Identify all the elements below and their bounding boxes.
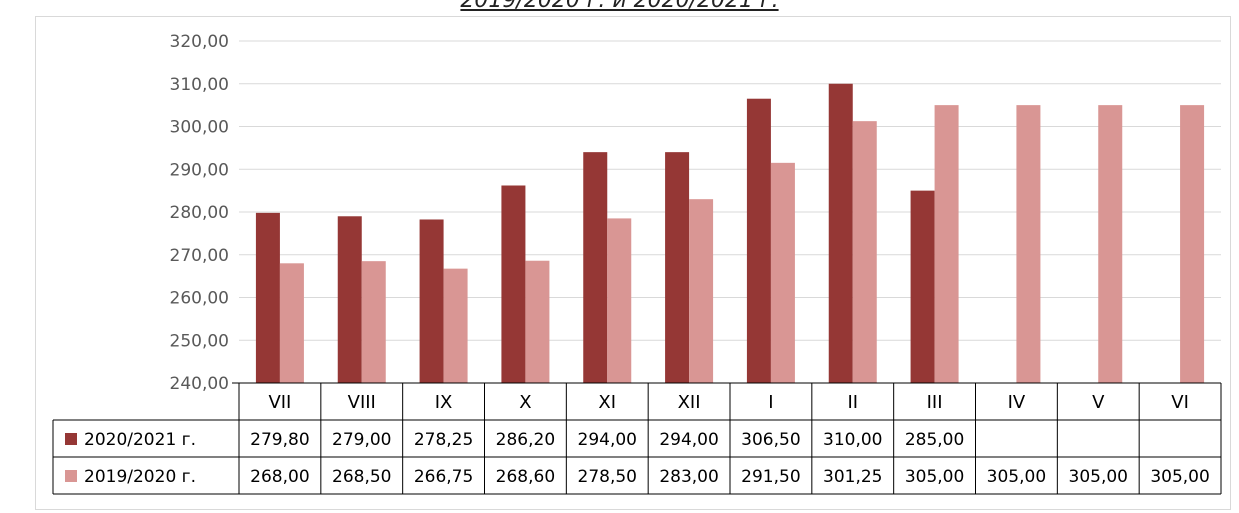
y-tick-label: 300,00 bbox=[170, 118, 229, 138]
x-category-label: IX bbox=[435, 392, 453, 413]
y-tick-label: 280,00 bbox=[170, 203, 229, 223]
data-table-value: 305,00 bbox=[1069, 467, 1128, 487]
data-table-value: 294,00 bbox=[659, 430, 718, 450]
bar-series-2020-2021 bbox=[337, 216, 362, 383]
data-table-value: 268,00 bbox=[250, 467, 309, 487]
bar-series-2020-2021 bbox=[255, 212, 280, 383]
bar-series-2019-2020 bbox=[443, 268, 468, 383]
y-tick-label: 260,00 bbox=[170, 289, 229, 309]
data-table-value: 306,50 bbox=[741, 430, 800, 450]
x-category-label: IV bbox=[1008, 392, 1026, 413]
data-table-value: 268,50 bbox=[332, 467, 391, 487]
bar-series-2019-2020 bbox=[279, 263, 304, 383]
data-table-value: 279,80 bbox=[250, 430, 309, 450]
bar-series-2020-2021 bbox=[665, 152, 690, 383]
bar-series-2019-2020 bbox=[852, 121, 877, 383]
data-table-value: 279,00 bbox=[332, 430, 391, 450]
bar-series-2019-2020 bbox=[1180, 105, 1205, 383]
data-table-value: 301,25 bbox=[823, 467, 882, 487]
x-category-label: I bbox=[768, 392, 773, 413]
x-category-label: VI bbox=[1171, 392, 1189, 413]
bar-series-2019-2020 bbox=[525, 260, 550, 383]
data-table-value: 286,20 bbox=[496, 430, 555, 450]
data-table-value: 278,50 bbox=[578, 467, 637, 487]
bar-series-2019-2020 bbox=[689, 199, 714, 383]
data-table-value: 294,00 bbox=[578, 430, 637, 450]
y-tick-label: 290,00 bbox=[170, 160, 229, 180]
legend-series-label: 2020/2021 г. bbox=[84, 430, 196, 450]
y-tick-label: 240,00 bbox=[170, 374, 229, 394]
data-table-value: 278,25 bbox=[414, 430, 473, 450]
data-table-value: 305,00 bbox=[1150, 467, 1209, 487]
legend-swatch bbox=[65, 433, 77, 445]
x-category-label: VII bbox=[268, 392, 291, 413]
bar-series-2019-2020 bbox=[770, 162, 795, 383]
bar-series-2019-2020 bbox=[1016, 105, 1041, 383]
legend-series-label: 2019/2020 г. bbox=[84, 467, 196, 487]
data-table-value: 305,00 bbox=[987, 467, 1046, 487]
x-category-label: VIII bbox=[348, 392, 376, 413]
y-tick-label: 250,00 bbox=[170, 331, 229, 351]
data-table-value: 266,75 bbox=[414, 467, 473, 487]
bar-series-2019-2020 bbox=[361, 261, 386, 383]
data-table-value: 283,00 bbox=[659, 467, 718, 487]
bar-series-2020-2021 bbox=[419, 219, 444, 383]
y-tick-label: 270,00 bbox=[170, 246, 229, 266]
x-category-label: XI bbox=[598, 392, 616, 413]
data-table-value: 285,00 bbox=[905, 430, 964, 450]
x-category-label: II bbox=[847, 392, 858, 413]
data-table-value: 310,00 bbox=[823, 430, 882, 450]
bar-series-2019-2020 bbox=[934, 105, 959, 383]
data-table-value: 268,60 bbox=[496, 467, 555, 487]
legend-swatch bbox=[65, 470, 77, 482]
bar-series-2020-2021 bbox=[501, 185, 526, 383]
chart-frame bbox=[35, 16, 1231, 510]
data-table-value: 305,00 bbox=[905, 467, 964, 487]
bar-series-2019-2020 bbox=[607, 218, 632, 383]
x-category-label: III bbox=[927, 392, 943, 413]
bar-series-2020-2021 bbox=[910, 190, 935, 383]
x-category-label: XII bbox=[678, 392, 701, 413]
data-table-value: 291,50 bbox=[741, 467, 800, 487]
chart-title: 2019/2020 г. и 2020/2021 г. bbox=[460, 0, 779, 13]
bar-series-2020-2021 bbox=[828, 83, 853, 383]
bar-series-2020-2021 bbox=[583, 152, 608, 383]
bar-series-2020-2021 bbox=[746, 98, 771, 384]
y-tick-label: 310,00 bbox=[170, 75, 229, 95]
x-category-label: V bbox=[1092, 392, 1105, 413]
y-tick-label: 320,00 bbox=[170, 32, 229, 52]
x-category-label: X bbox=[519, 392, 531, 413]
bar-series-2019-2020 bbox=[1098, 105, 1123, 383]
